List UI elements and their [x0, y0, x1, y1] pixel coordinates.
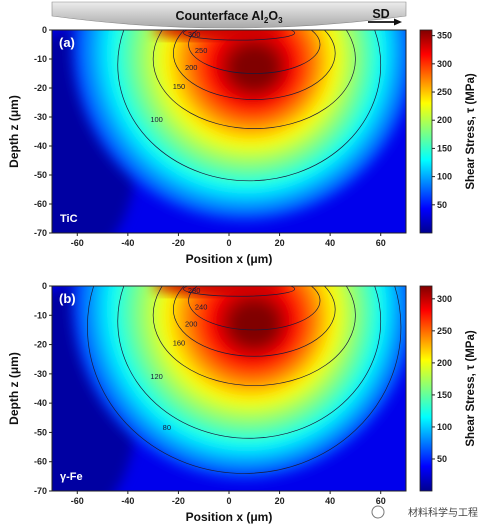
y-axis-title: Depth z (μm) — [7, 352, 21, 425]
counterface-shape — [51, 1, 407, 29]
y-tick-label: -30 — [34, 112, 47, 122]
x-tick-label: 20 — [275, 238, 285, 248]
x-tick-label: -40 — [121, 238, 134, 248]
y-tick-label: -60 — [34, 199, 47, 209]
x-tick-label: -20 — [172, 238, 185, 248]
x-tick-label: 0 — [226, 496, 231, 506]
contour-line — [87, 286, 402, 474]
contour-line — [173, 286, 336, 357]
material-label: TiC — [60, 213, 78, 225]
stress-field — [72, 286, 406, 480]
x-tick-label: -40 — [121, 496, 134, 506]
contours: 280 240 200 160 120 80 — [87, 286, 402, 474]
contour-label: 150 — [173, 82, 186, 91]
contour-label: 200 — [185, 63, 198, 72]
contours: 300 250 200 150 100 — [117, 30, 382, 182]
watermark: 材料科学与工程 — [408, 506, 478, 519]
y-tick-label: -20 — [34, 83, 47, 93]
panel-b: 280 240 200 160 120 80 -60 -40 -20 0 20 40 60 0 -10 -20… — [7, 281, 477, 524]
colorbar-tick-label: 100 — [437, 172, 452, 182]
x-tick-label: -20 — [172, 496, 185, 506]
y-tick-label: -70 — [34, 228, 47, 238]
contour-line — [188, 30, 321, 74]
colorbar — [419, 285, 433, 492]
contour-line — [183, 286, 296, 297]
y-tick-label: -70 — [34, 486, 47, 496]
contour-line — [117, 286, 382, 439]
wechat-icon — [371, 505, 385, 519]
panel-label: (b) — [59, 291, 76, 306]
colorbar-tick-label: 150 — [437, 143, 452, 153]
contour-label: 120 — [150, 372, 163, 381]
y-tick-label: -30 — [34, 369, 47, 379]
contour-label: 200 — [185, 319, 198, 328]
contour-label: 280 — [188, 286, 201, 295]
x-tick-label: -60 — [71, 496, 84, 506]
y-tick-label: -10 — [34, 54, 47, 64]
contour-line — [117, 30, 382, 182]
colorbar-tick-label: 300 — [437, 59, 452, 69]
x-tick-label: 40 — [325, 238, 335, 248]
contour-line — [173, 30, 336, 100]
contour-line — [152, 286, 356, 386]
colorbar-tick-label: 100 — [437, 422, 452, 432]
contour-label: 250 — [195, 46, 208, 55]
y-tick-label: -60 — [34, 457, 47, 467]
stress-band — [231, 303, 278, 345]
contour-line — [188, 286, 321, 331]
colorbar-tick-label: 300 — [437, 294, 452, 304]
colorbar-tick-label: 350 — [437, 31, 452, 41]
panel-a: 300 250 200 150 100 -60 -40 -20 0 20 40 60 0 -10 -20 -3… — [7, 25, 477, 266]
y-tick-label: -40 — [34, 398, 47, 408]
x-tick-label: 60 — [376, 238, 386, 248]
contour-label: 240 — [195, 302, 208, 311]
x-axis-title: Position x (μm) — [186, 252, 273, 266]
surface-hot-zone — [153, 30, 285, 39]
y-tick-label: -50 — [34, 427, 47, 437]
colorbar-title: Shear Stress, τ (MPa) — [465, 73, 477, 190]
y-tick-label: 0 — [42, 281, 47, 291]
colorbar-tick-label: 250 — [437, 87, 452, 97]
contour-label: 300 — [188, 30, 201, 39]
y-tick-label: -50 — [34, 170, 47, 180]
colorbar — [419, 29, 433, 234]
x-axis-title: Position x (μm) — [186, 510, 273, 524]
sliding-direction-label: SD — [372, 7, 389, 21]
colorbar-tick-label: 200 — [437, 115, 452, 125]
x-tick-label: 40 — [325, 496, 335, 506]
colorbar-title: Shear Stress, τ (MPa) — [465, 330, 477, 447]
contour-label: 160 — [173, 339, 186, 348]
counterface-label: Counterface Al2O3 — [175, 9, 283, 25]
y-tick-label: -10 — [34, 310, 47, 320]
contour-label: 80 — [163, 423, 171, 432]
colorbar-tick-label: 200 — [437, 358, 452, 368]
x-tick-label: -60 — [71, 238, 84, 248]
x-tick-label: 20 — [275, 496, 285, 506]
contour-line — [183, 30, 296, 41]
y-tick-label: 0 — [42, 25, 47, 35]
heatmap — [52, 286, 406, 491]
colorbar-tick-label: 150 — [437, 390, 452, 400]
y-tick-label: -20 — [34, 340, 47, 350]
x-tick-label: 0 — [226, 238, 231, 248]
panel-label: (a) — [59, 35, 75, 50]
arrow-head-icon — [394, 18, 402, 26]
colorbar-tick-label: 50 — [437, 200, 447, 210]
material-label: γ-Fe — [60, 471, 83, 483]
counterface-header: Counterface Al2O3 SD — [51, 1, 407, 29]
colorbar-tick-label: 50 — [437, 454, 447, 464]
y-tick-label: -40 — [34, 141, 47, 151]
y-axis-title: Depth z (μm) — [7, 95, 21, 168]
stress-band — [231, 47, 278, 88]
contour-label: 100 — [150, 115, 163, 124]
surface-hot-zone — [153, 286, 285, 295]
x-tick-label: 60 — [376, 496, 386, 506]
contour-line — [152, 30, 356, 129]
colorbar-tick-label: 250 — [437, 326, 452, 336]
